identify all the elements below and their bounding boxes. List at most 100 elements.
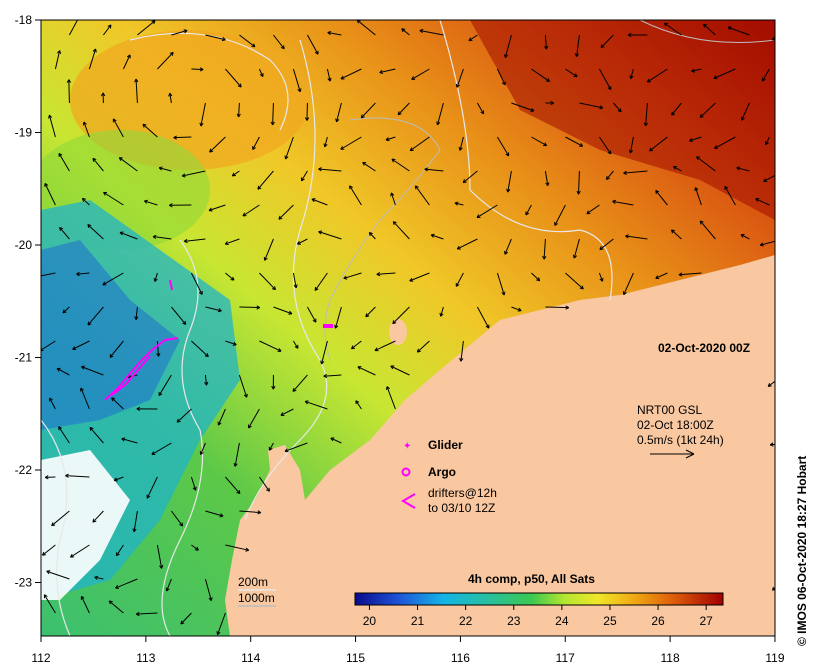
- current-time-label: 02-Oct 18:00Z: [637, 418, 714, 432]
- current-arrow: [171, 29, 188, 36]
- current-arrow: [58, 152, 70, 172]
- current-arrow: [92, 510, 104, 523]
- current-arrow: [330, 437, 342, 444]
- current-arrow: [565, 272, 584, 290]
- current-arrow: [87, 306, 104, 326]
- current-arrow: [349, 185, 362, 206]
- current-arrow: [119, 231, 138, 240]
- current-arrow: [115, 544, 124, 557]
- current-arrow: [554, 204, 566, 226]
- current-arrow: [304, 102, 310, 121]
- current-arrow: [311, 198, 328, 206]
- current-arrow: [360, 102, 376, 119]
- current-arrow: [763, 174, 775, 183]
- current-arrow: [689, 136, 702, 143]
- current-arrow: [88, 48, 97, 70]
- current-arrow: [137, 20, 156, 36]
- current-arrow: [292, 68, 302, 93]
- current-arrow: [101, 92, 106, 104]
- credit-label: © IMOS 06-Oct-2020 18:27 Hobart: [795, 456, 809, 646]
- current-arrow: [586, 204, 600, 215]
- current-arrow: [545, 100, 555, 106]
- current-arrow: [623, 170, 648, 175]
- glider-marker-icon: ✦: [403, 441, 411, 452]
- current-arrow: [259, 476, 270, 492]
- current-arrow: [772, 586, 775, 591]
- date-label: 02-Oct-2020 00Z: [658, 341, 750, 355]
- current-arrow: [225, 544, 250, 552]
- current-arrow: [643, 102, 648, 127]
- current-arrow: [713, 68, 736, 80]
- current-arrow: [70, 544, 90, 558]
- current-arrow: [306, 306, 317, 323]
- current-arrow: [242, 204, 260, 217]
- current-arrow: [49, 397, 56, 410]
- current-arrow: [572, 238, 580, 259]
- current-arrow: [41, 272, 56, 277]
- current-arrow: [109, 340, 124, 358]
- current-vectors: [41, 20, 789, 636]
- current-arrow: [292, 374, 308, 392]
- current-arrow: [511, 102, 535, 112]
- y-tick-label: -19: [15, 126, 33, 140]
- composite-label: 4h comp, p50, All Sats: [468, 572, 595, 586]
- current-arrow: [143, 199, 158, 206]
- current-arrow: [43, 594, 56, 614]
- current-arrow: [292, 272, 298, 289]
- y-axis: -18 -19 -20 -21 -22 -23: [15, 13, 41, 590]
- current-arrow: [103, 24, 112, 36]
- current-arrow: [391, 158, 410, 172]
- current-arrow: [258, 68, 264, 78]
- current-arrow: [169, 203, 192, 208]
- current-arrow: [392, 306, 410, 325]
- current-arrow: [320, 340, 328, 365]
- current-arrow: [783, 103, 789, 120]
- current-arrow: [122, 54, 131, 70]
- current-arrow: [208, 204, 226, 212]
- current-arrow: [326, 68, 332, 82]
- x-tick-label: 117: [556, 651, 575, 665]
- current-arrow: [191, 67, 204, 72]
- current-arrow: [350, 340, 362, 350]
- current-arrow: [248, 408, 260, 429]
- current-arrow: [627, 32, 648, 38]
- current-arrow: [94, 575, 104, 580]
- current-arrow: [379, 68, 396, 75]
- current-arrow: [544, 170, 550, 187]
- current-arrow: [199, 102, 206, 127]
- current-arrow: [357, 366, 376, 376]
- current-arrow: [62, 306, 70, 314]
- current-arrow: [205, 306, 222, 313]
- current-arrow: [68, 20, 79, 36]
- current-arrow: [365, 306, 376, 318]
- bathymetry-label-200m: 200m: [238, 575, 268, 589]
- current-arrow: [171, 510, 184, 527]
- current-arrow: [673, 166, 682, 172]
- colorbar-tick-label: 27: [699, 614, 713, 628]
- current-arrow: [259, 272, 276, 291]
- current-arrow: [115, 578, 138, 589]
- current-arrow: [284, 136, 294, 160]
- current-arrow: [239, 305, 261, 310]
- x-tick-label: 112: [31, 651, 50, 665]
- current-arrow: [191, 340, 209, 358]
- current-arrow: [134, 78, 139, 104]
- bathymetry-contours: [41, 20, 613, 636]
- current-arrow: [409, 272, 430, 282]
- current-arrow: [511, 306, 522, 312]
- current-arrow: [81, 365, 104, 376]
- x-tick-label: 116: [451, 651, 470, 665]
- glider-track: [323, 324, 333, 328]
- current-arrow: [158, 374, 172, 396]
- argo-marker-icon: [401, 467, 411, 477]
- current-arrow: [340, 136, 362, 150]
- current-arrow: [183, 238, 206, 244]
- current-arrow: [699, 220, 716, 240]
- current-arrow: [87, 224, 104, 240]
- current-arrow: [318, 230, 342, 240]
- current-arrow: [531, 136, 548, 147]
- current-arrow: [66, 79, 72, 104]
- current-arrow: [158, 166, 172, 172]
- current-arrow: [238, 374, 248, 398]
- current-arrow: [157, 51, 174, 70]
